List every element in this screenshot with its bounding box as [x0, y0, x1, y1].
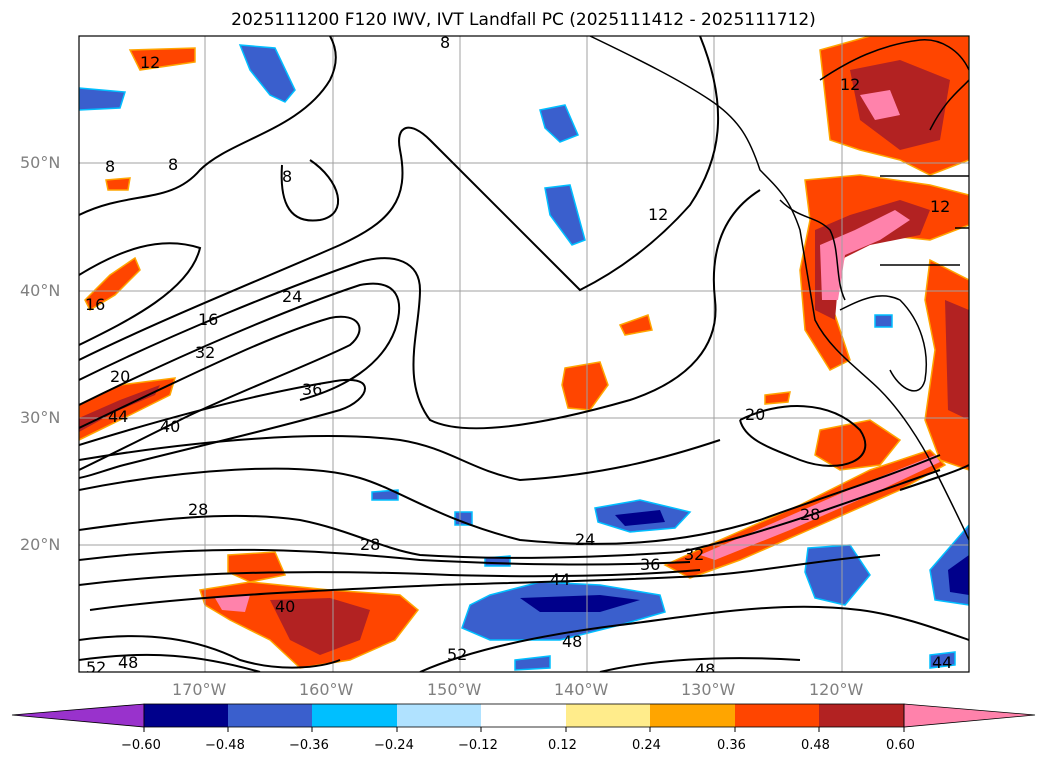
colorbar-extend-left [11, 703, 145, 728]
lon-label: 160°W [299, 680, 354, 699]
contour-label: 44 [550, 570, 570, 589]
colorbar-segment [650, 704, 735, 727]
colorbar-tick-label: 0.36 [717, 738, 746, 753]
lon-label: 120°W [809, 680, 864, 699]
contour-label: 44 [108, 407, 128, 426]
contour-label: 8 [282, 167, 292, 186]
contour-label: 8 [440, 33, 450, 52]
colorbar [11, 703, 1036, 732]
colorbar-segment [228, 704, 312, 727]
contour-label: 20 [110, 367, 130, 386]
contour-label: 12 [930, 197, 950, 216]
lon-label: 140°W [554, 680, 609, 699]
contour-label: 32 [195, 343, 215, 362]
colorbar-tick-label: −0.48 [205, 738, 245, 753]
iwv-contours [79, 36, 969, 672]
lat-label: 20°N [20, 535, 61, 554]
colorbar-segment [735, 704, 819, 727]
plot-frame [78, 35, 970, 673]
contour-label: 28 [188, 500, 208, 519]
colorbar-tick-label: 0.60 [886, 738, 915, 753]
contour-label: 40 [275, 597, 295, 616]
lat-label: 50°N [20, 153, 61, 172]
colorbar-segment [312, 704, 397, 727]
contour-label: 48 [118, 653, 138, 672]
contour-label: 16 [198, 310, 218, 329]
contour-label: 28 [800, 505, 820, 524]
colorbar-segment [397, 704, 481, 727]
contour-label: 52 [447, 645, 467, 664]
contour-label: 28 [360, 535, 380, 554]
contour-label: 8 [105, 157, 115, 176]
lon-label: 150°W [427, 680, 482, 699]
colorbar-segment [481, 704, 566, 727]
lon-label: 170°W [172, 680, 227, 699]
contour-label: 20 [745, 405, 765, 424]
colorbar-tick-label: 0.24 [632, 738, 661, 753]
contour-label: 44 [932, 653, 952, 672]
lat-label: 40°N [20, 281, 61, 300]
contour-label: 36 [302, 380, 322, 399]
contour-labels: 12 8 8 8 8 12 12 16 16 24 20 32 36 44 40… [85, 33, 952, 679]
lon-label: 130°W [681, 680, 736, 699]
colorbar-tick-label: −0.12 [458, 738, 498, 753]
contour-label: 36 [640, 555, 660, 574]
colorbar-tick-label: 0.48 [801, 738, 830, 753]
contour-label: 12 [140, 53, 160, 72]
contour-label: 24 [282, 287, 302, 306]
contour-label: 52 [86, 658, 106, 677]
lat-label: 30°N [20, 408, 61, 427]
colorbar-segment [144, 704, 228, 727]
graticule [79, 36, 969, 672]
contour-label: 12 [648, 205, 668, 224]
colorbar-tick-label: 0.12 [548, 738, 577, 753]
map-plot-area: 12 8 8 8 8 12 12 16 16 24 20 32 36 44 40… [79, 33, 969, 679]
contour-label: 12 [840, 75, 860, 94]
colorbar-tick-label: −0.60 [121, 738, 161, 753]
colorbar-extend-right [903, 703, 1036, 728]
colorbar-segment [819, 704, 904, 727]
map-title: 2025111200 F120 IWV, IVT Landfall PC (20… [231, 10, 816, 30]
colorbar-tick-label: −0.24 [374, 738, 414, 753]
coastlines [589, 36, 969, 541]
colorbar-segment [566, 704, 650, 727]
contour-label: 16 [85, 295, 105, 314]
colorbar-tick-label: −0.36 [289, 738, 329, 753]
contour-label: 48 [562, 632, 582, 651]
contour-label: 8 [168, 155, 178, 174]
contour-label: 48 [695, 660, 715, 679]
contour-label: 32 [684, 545, 704, 564]
contour-label: 40 [160, 417, 180, 436]
contour-label: 24 [575, 530, 595, 549]
